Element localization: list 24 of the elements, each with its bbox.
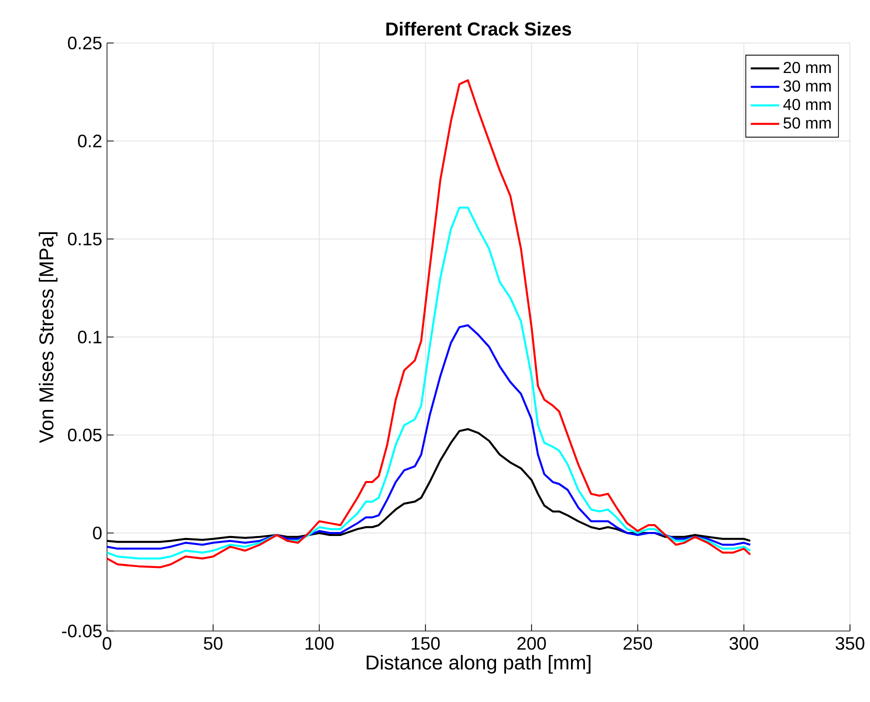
legend-label: 30 mm xyxy=(783,80,831,92)
y-tick-label: -0.05 xyxy=(62,624,102,638)
y-tick-label: 0.2 xyxy=(78,134,102,148)
x-tick-label: 250 xyxy=(624,637,652,650)
x-tick-label: 300 xyxy=(730,637,758,650)
y-tick-label: 0.15 xyxy=(68,232,102,246)
legend-label: 20 mm xyxy=(784,62,831,74)
x-tick-label: 150 xyxy=(412,637,440,650)
line-series xyxy=(107,79,752,568)
legend-label: 50 mm xyxy=(784,117,831,129)
x-tick-label: 50 xyxy=(204,637,222,650)
x-tick-label: 200 xyxy=(517,637,546,650)
y-tick-label: 0.05 xyxy=(68,428,102,442)
x-tick-label: 350 xyxy=(836,637,864,650)
y-tick-label: 0 xyxy=(93,526,102,540)
y-axis-title: Von Mises Stress [MPa] xyxy=(38,232,58,444)
chart-title: Different Crack Sizes xyxy=(386,22,572,36)
x-tick-label: 0 xyxy=(102,637,112,650)
legend-label: 40 mm xyxy=(783,98,831,110)
x-axis-title: Distance along path [mm] xyxy=(366,654,590,674)
y-tick-label: 0.1 xyxy=(78,330,102,344)
x-tick-label: 100 xyxy=(306,637,334,650)
line-series xyxy=(107,206,752,560)
y-tick-label: 0.25 xyxy=(68,36,102,50)
